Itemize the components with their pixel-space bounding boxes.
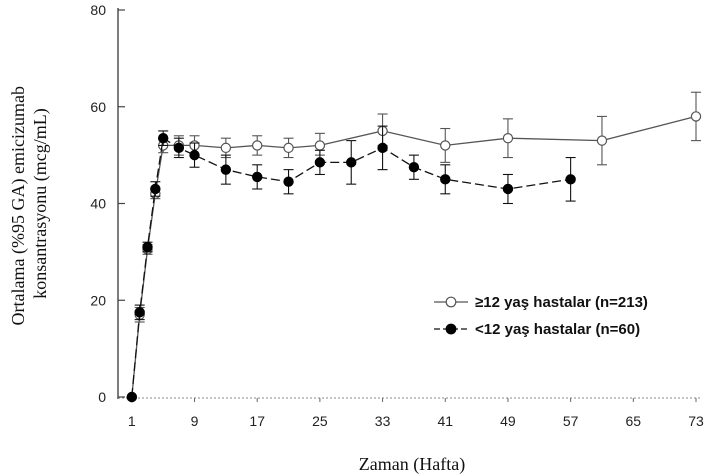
x-tick-label: 25 <box>312 413 328 429</box>
series-1 <box>126 91 702 403</box>
x-axis-title: Zaman (Hafta) <box>359 454 465 475</box>
data-point <box>134 307 145 318</box>
x-tick-label: 17 <box>249 413 265 429</box>
legend-marker <box>445 323 457 335</box>
data-point <box>189 149 200 161</box>
data-point <box>220 164 232 175</box>
x-tick-label: 57 <box>563 413 579 429</box>
data-point <box>377 142 388 154</box>
data-point <box>596 135 608 146</box>
data-point <box>220 142 232 154</box>
data-point <box>283 142 294 154</box>
data-point <box>157 132 169 144</box>
data-point <box>126 391 138 403</box>
axes: 0 20 40 60 80 1 9 17 25 33 41 49 57 65 73 <box>90 2 704 429</box>
data-point <box>150 183 161 195</box>
data-point <box>502 183 514 195</box>
legend-marker <box>445 296 457 308</box>
x-tick-label: 65 <box>626 413 642 429</box>
series-2 <box>126 125 576 403</box>
data-point <box>283 176 294 187</box>
data-point <box>690 111 702 122</box>
data-point <box>440 174 451 185</box>
legend-label: ≥12 yaş hastalar (n=213) <box>475 294 648 311</box>
y-tick-label: 60 <box>90 99 106 115</box>
data-point <box>252 140 263 151</box>
x-tick-label: 9 <box>191 413 199 429</box>
data-point <box>314 140 326 151</box>
series-layer <box>126 91 702 403</box>
y-axis-title: Ortalama (%95 GA) emicizumab konsantrasy… <box>8 82 51 326</box>
y-tick-label: 20 <box>90 292 106 308</box>
y-tick-label: 0 <box>98 389 106 405</box>
y-tick-label: 80 <box>90 2 106 18</box>
x-tick-label: 33 <box>375 413 391 429</box>
data-point <box>346 157 357 168</box>
data-point <box>408 162 420 173</box>
data-point <box>252 171 263 183</box>
x-tick-label: 49 <box>500 413 516 429</box>
y-tick-label: 40 <box>90 196 106 212</box>
data-point <box>502 132 514 144</box>
y-axis-title-line-1: Ortalama (%95 GA) emicizumab <box>8 86 29 325</box>
data-point <box>565 174 576 185</box>
data-point <box>142 241 153 253</box>
x-tick-label: 73 <box>688 413 704 429</box>
legend-label: <12 yaş hastalar (n=60) <box>475 321 640 338</box>
data-point <box>440 140 451 151</box>
data-point <box>314 157 326 168</box>
data-point <box>173 142 185 154</box>
legend: ≥12 yaş hastalar (n=213) <12 yaş hastalar… <box>434 294 648 338</box>
x-tick-label: 1 <box>128 413 136 429</box>
y-axis-title-line-2: konsantrasyonu (mcg/mL) <box>30 108 51 298</box>
series-line <box>131 137 571 398</box>
x-tick-label: 41 <box>437 413 453 429</box>
